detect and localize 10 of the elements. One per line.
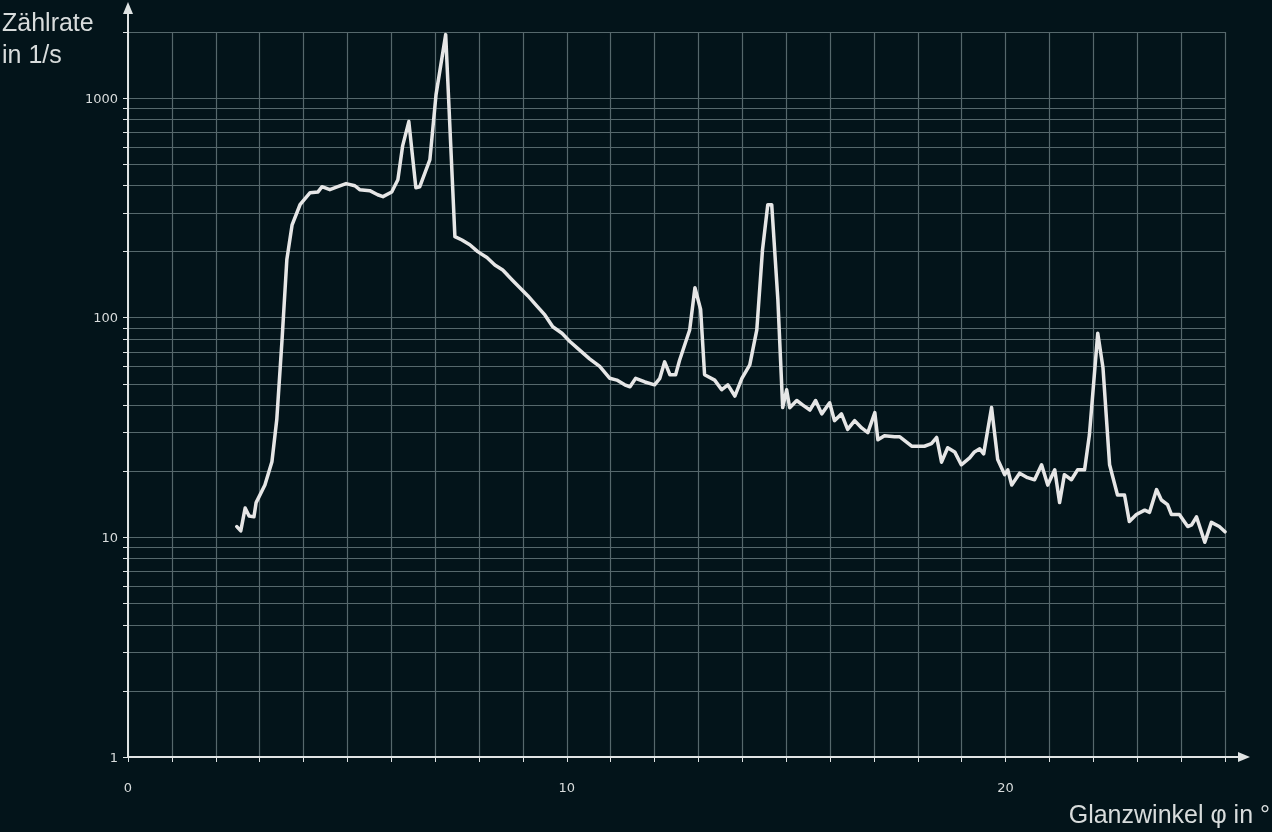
x-axis-title: Glanzwinkel φ in ° <box>1068 799 1271 828</box>
y-tick-label: 100 <box>93 310 118 326</box>
y-tick-label: 10 <box>101 529 118 545</box>
x-tick-label: 10 <box>558 780 576 795</box>
x-tick-label: 20 <box>997 780 1014 795</box>
x-tick-label: 0 <box>123 780 133 795</box>
line-series <box>235 32 1227 545</box>
y-tick-label: 1000 <box>84 90 118 106</box>
y-axis-title: Zählrate in 1/s <box>2 8 101 68</box>
y-tick-label: 1 <box>109 749 118 765</box>
